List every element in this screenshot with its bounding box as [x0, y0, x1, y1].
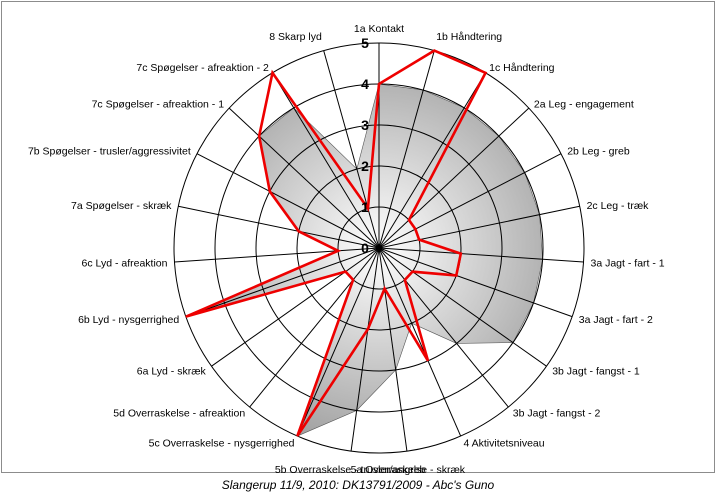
category-label: 5c Overraskelse - nysgerrighed: [149, 437, 295, 449]
category-label: 5a Overraskelse - skræk: [351, 464, 466, 476]
grid-spoke: [378, 247, 584, 263]
category-label: 3b Jagt - fangst - 2: [513, 407, 601, 419]
grid-spoke: [378, 153, 562, 249]
tick-label: 1: [361, 199, 369, 215]
grid-spoke: [185, 247, 380, 318]
grid-spoke: [350, 247, 380, 452]
category-label: 3b Jagt - fangst - 1: [552, 365, 640, 377]
grid-spoke: [378, 247, 408, 452]
category-label: 3a Jagt - fart - 2: [579, 314, 653, 326]
tick-label: 4: [361, 76, 369, 92]
grid-spoke: [378, 205, 580, 249]
chart-caption: Slangerup 11/9, 2010: DK13791/2009 - Abc…: [221, 478, 495, 492]
category-label: 1a Kontakt: [354, 23, 404, 35]
category-label: 6b Lyd - nysgerrighed: [78, 314, 179, 326]
category-label: 5b Overraskelse - trusler/angreb: [275, 464, 426, 476]
grid-spoke: [272, 72, 380, 249]
grid-spoke: [378, 247, 462, 437]
category-label: 2c Leg - træk: [587, 200, 650, 212]
category-label: 5d Overraskelse - afreaktion: [113, 407, 245, 419]
category-label: 1c Håndtering: [489, 62, 555, 74]
tick-label: 5: [361, 35, 369, 51]
grid-spoke: [378, 247, 509, 408]
category-label: 3a Jagt - fart - 1: [591, 257, 665, 269]
grid-spoke: [178, 205, 380, 249]
category-label: 6a Lyd - skræk: [137, 365, 207, 377]
grid-spoke: [378, 72, 486, 249]
category-label: 2b Leg - greb: [567, 145, 630, 157]
category-label: 1b Håndtering: [436, 31, 502, 43]
grid-spoke: [249, 247, 380, 408]
category-label: 4 Aktivitetsniveau: [463, 437, 544, 449]
category-label: 7c Spøgelser - afreaktion - 2: [136, 62, 269, 74]
grid-spoke: [323, 50, 380, 249]
tick-label: 2: [361, 158, 369, 174]
category-label: 6c Lyd - afreaktion: [81, 257, 167, 269]
series-line: [185, 49, 488, 437]
grid-spoke: [378, 247, 573, 318]
tick-label: 3: [361, 117, 369, 133]
grid-spoke: [296, 247, 380, 437]
grid-spoke: [174, 247, 380, 263]
category-label: 7c Spøgelser - afreaktion - 1: [92, 98, 225, 110]
grid-spoke: [378, 107, 530, 249]
category-label: 8 Skarp lyd: [269, 31, 322, 43]
grid-spoke: [196, 153, 380, 249]
grid-spoke: [378, 50, 435, 249]
category-label: 7a Spøgelser - skræk: [71, 200, 172, 212]
category-label: 7b Spøgelser - trusler/aggressivitet: [28, 145, 191, 157]
category-label: 2a Leg - engagement: [534, 98, 634, 110]
grid-spoke: [378, 247, 547, 367]
grid-spoke: [228, 107, 380, 249]
grid-spoke: [211, 247, 380, 367]
tick-label: 0: [361, 240, 369, 256]
